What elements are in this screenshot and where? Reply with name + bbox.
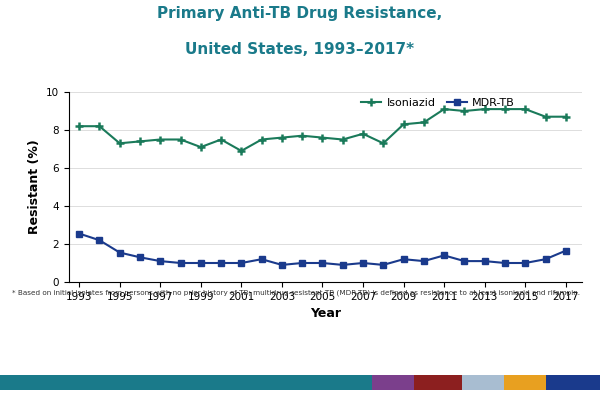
Isoniazid xyxy=(481,107,488,112)
MDR-TB xyxy=(420,259,427,264)
MDR-TB xyxy=(177,261,184,266)
Isoniazid xyxy=(299,133,306,138)
MDR-TB xyxy=(136,255,143,260)
MDR-TB xyxy=(96,238,103,242)
Isoniazid xyxy=(502,107,509,112)
Isoniazid xyxy=(238,148,245,153)
MDR-TB xyxy=(157,259,164,264)
Text: Primary Anti-TB Drug Resistance,: Primary Anti-TB Drug Resistance, xyxy=(157,6,443,21)
MDR-TB xyxy=(461,259,468,264)
MDR-TB xyxy=(359,261,367,266)
Isoniazid xyxy=(116,141,123,146)
MDR-TB xyxy=(76,231,83,236)
Line: MDR-TB: MDR-TB xyxy=(76,231,569,268)
MDR-TB xyxy=(521,261,529,266)
MDR-TB xyxy=(440,253,448,258)
Isoniazid xyxy=(359,131,367,136)
Isoniazid xyxy=(258,137,265,142)
MDR-TB xyxy=(380,262,387,267)
Isoniazid xyxy=(562,114,569,119)
Isoniazid xyxy=(157,137,164,142)
MDR-TB xyxy=(238,261,245,266)
MDR-TB xyxy=(258,257,265,262)
MDR-TB xyxy=(481,259,488,264)
Isoniazid xyxy=(76,124,83,129)
Isoniazid xyxy=(217,137,224,142)
MDR-TB xyxy=(299,261,306,266)
Isoniazid xyxy=(319,135,326,140)
Isoniazid xyxy=(461,108,468,114)
Isoniazid xyxy=(339,137,346,142)
Text: * Based on initial isolates from persons with no prior history of TB; multidrug-: * Based on initial isolates from persons… xyxy=(12,290,580,296)
MDR-TB xyxy=(319,261,326,266)
Isoniazid xyxy=(177,137,184,142)
Isoniazid xyxy=(96,124,103,129)
Isoniazid xyxy=(197,145,205,150)
Isoniazid xyxy=(420,120,427,125)
MDR-TB xyxy=(502,261,509,266)
MDR-TB xyxy=(400,257,407,262)
Legend: Isoniazid, MDR-TB: Isoniazid, MDR-TB xyxy=(357,94,520,113)
X-axis label: Year: Year xyxy=(310,307,341,320)
Isoniazid xyxy=(400,122,407,127)
Isoniazid xyxy=(380,141,387,146)
MDR-TB xyxy=(278,262,286,267)
MDR-TB xyxy=(116,250,123,255)
Y-axis label: Resistant (%): Resistant (%) xyxy=(28,140,41,234)
Isoniazid xyxy=(136,139,143,144)
Isoniazid xyxy=(278,135,286,140)
Isoniazid xyxy=(440,107,448,112)
MDR-TB xyxy=(197,261,205,266)
MDR-TB xyxy=(339,262,346,267)
MDR-TB xyxy=(562,248,569,253)
Isoniazid xyxy=(521,107,529,112)
MDR-TB xyxy=(542,257,549,262)
MDR-TB xyxy=(217,261,224,266)
Isoniazid xyxy=(542,114,549,119)
Text: United States, 1993–2017*: United States, 1993–2017* xyxy=(185,42,415,57)
Line: Isoniazid: Isoniazid xyxy=(75,105,570,155)
